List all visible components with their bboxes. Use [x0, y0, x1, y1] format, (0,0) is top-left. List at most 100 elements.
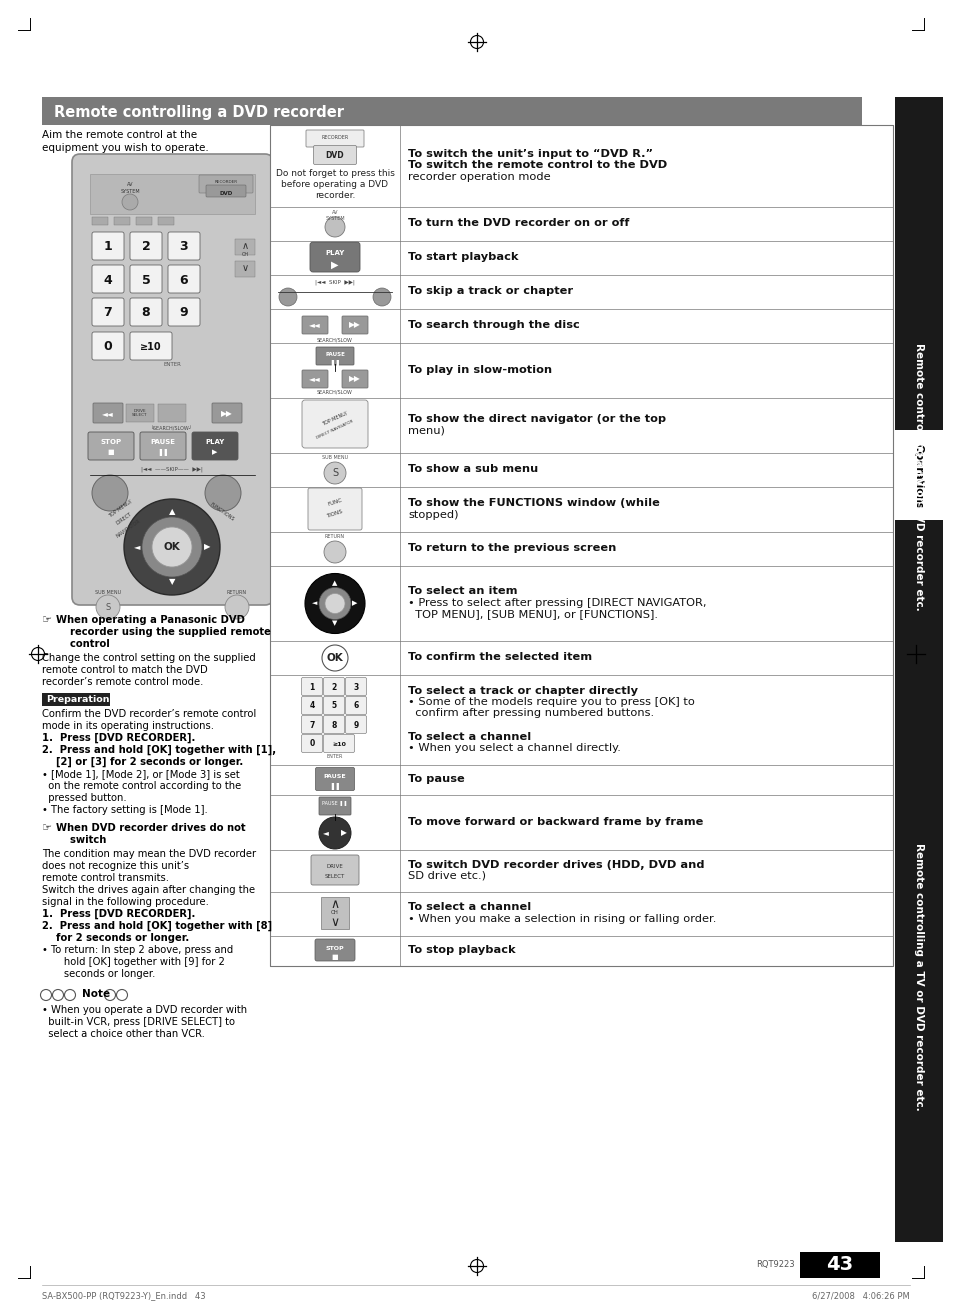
Bar — [126, 404, 153, 422]
Bar — [800, 1252, 879, 1278]
FancyBboxPatch shape — [192, 432, 237, 460]
Circle shape — [318, 587, 351, 620]
Text: built-in VCR, press [DRIVE SELECT] to: built-in VCR, press [DRIVE SELECT] to — [42, 1018, 234, 1027]
Text: SA-BX500-PP (RQT9223-Y)_En.indd   43: SA-BX500-PP (RQT9223-Y)_En.indd 43 — [42, 1291, 206, 1300]
FancyBboxPatch shape — [323, 715, 344, 734]
Text: STOP: STOP — [100, 439, 121, 445]
Text: recorder.: recorder. — [314, 191, 355, 200]
Text: 2.  Press and hold [OK] together with [1],: 2. Press and hold [OK] together with [1]… — [42, 746, 275, 755]
Text: Aim the remote control at the: Aim the remote control at the — [42, 129, 197, 140]
Text: ◄◄: ◄◄ — [309, 374, 320, 383]
Text: S: S — [105, 603, 111, 612]
Text: equipment you wish to operate.: equipment you wish to operate. — [42, 143, 209, 153]
Text: ◄◄: ◄◄ — [102, 409, 113, 419]
Text: ☞: ☞ — [42, 615, 52, 625]
Text: PLAY: PLAY — [325, 250, 344, 256]
Text: Remote controlling a TV or DVD recorder etc.: Remote controlling a TV or DVD recorder … — [913, 844, 923, 1110]
Circle shape — [322, 645, 348, 671]
Text: pressed button.: pressed button. — [42, 793, 127, 803]
Circle shape — [122, 194, 138, 211]
Text: 9: 9 — [353, 721, 358, 730]
Text: ▼: ▼ — [332, 620, 337, 627]
Text: remote control transmits.: remote control transmits. — [42, 872, 169, 883]
Text: └SEARCH/SLOW┘: └SEARCH/SLOW┘ — [151, 426, 193, 432]
Text: • When you select a channel directly.: • When you select a channel directly. — [408, 743, 620, 753]
Text: hold [OK] together with [9] for 2: hold [OK] together with [9] for 2 — [42, 957, 225, 967]
Text: To play in slow-motion: To play in slow-motion — [408, 365, 552, 375]
Circle shape — [305, 573, 365, 633]
Text: • When you make a selection in rising or falling order.: • When you make a selection in rising or… — [408, 914, 716, 923]
Text: PAUSE: PAUSE — [325, 352, 345, 357]
Text: ◄◄: ◄◄ — [309, 320, 320, 330]
Text: • The factory setting is [Mode 1].: • The factory setting is [Mode 1]. — [42, 804, 208, 815]
FancyBboxPatch shape — [91, 232, 124, 260]
FancyBboxPatch shape — [323, 678, 344, 696]
Text: ▶: ▶ — [213, 449, 217, 455]
Text: To switch DVD recorder drives (HDD, DVD and: To switch DVD recorder drives (HDD, DVD … — [408, 859, 703, 870]
Text: 5: 5 — [141, 273, 151, 286]
Text: CH: CH — [241, 251, 249, 256]
Text: TIONS: TIONS — [326, 509, 343, 519]
Text: PAUSE ❚❚: PAUSE ❚❚ — [322, 800, 348, 806]
Text: To show a sub menu: To show a sub menu — [408, 464, 537, 475]
FancyBboxPatch shape — [140, 432, 186, 460]
Circle shape — [324, 542, 346, 562]
Text: To turn the DVD recorder on or off: To turn the DVD recorder on or off — [408, 218, 629, 229]
Circle shape — [225, 595, 249, 619]
Text: 43: 43 — [825, 1256, 853, 1274]
Text: To select a channel: To select a channel — [408, 903, 531, 913]
Text: 1.  Press [DVD RECORDER].: 1. Press [DVD RECORDER]. — [42, 732, 195, 743]
Text: • When you operate a DVD recorder with: • When you operate a DVD recorder with — [42, 1005, 247, 1015]
Text: signal in the following procedure.: signal in the following procedure. — [42, 897, 209, 906]
Text: To select a channel: To select a channel — [408, 731, 531, 742]
Text: confirm after pressing numbered buttons.: confirm after pressing numbered buttons. — [408, 709, 654, 718]
Text: To pause: To pause — [408, 774, 464, 785]
Text: |◄◄  SKIP  ▶▶|: |◄◄ SKIP ▶▶| — [314, 279, 355, 285]
Text: ▲: ▲ — [169, 508, 175, 517]
Text: ≥10: ≥10 — [140, 341, 162, 352]
Text: ▶▶: ▶▶ — [349, 320, 360, 330]
Text: ◄: ◄ — [133, 543, 140, 552]
Text: SEARCH/SLOW: SEARCH/SLOW — [316, 337, 353, 341]
Bar — [136, 217, 152, 225]
Circle shape — [142, 517, 202, 577]
Text: 6/27/2008   4:06:26 PM: 6/27/2008 4:06:26 PM — [811, 1291, 909, 1300]
FancyBboxPatch shape — [168, 298, 200, 326]
Text: Remote controlling a DVD recorder: Remote controlling a DVD recorder — [54, 105, 344, 119]
Bar — [234, 262, 254, 277]
Text: 8: 8 — [142, 306, 151, 319]
Text: PAUSE: PAUSE — [323, 773, 346, 778]
Text: AV: AV — [332, 211, 338, 215]
Text: RETURN: RETURN — [325, 534, 345, 539]
Text: for 2 seconds or longer.: for 2 seconds or longer. — [42, 933, 189, 943]
Text: RECORDER: RECORDER — [214, 181, 237, 184]
Text: To return to the previous screen: To return to the previous screen — [408, 543, 616, 553]
FancyBboxPatch shape — [306, 129, 364, 146]
Text: control: control — [56, 640, 110, 649]
Bar — [42, 693, 110, 706]
Text: 3: 3 — [179, 241, 188, 254]
Text: ❚❚: ❚❚ — [329, 360, 340, 368]
Text: To skip a track or chapter: To skip a track or chapter — [408, 286, 573, 296]
Text: 7: 7 — [104, 306, 112, 319]
Text: ◄: ◄ — [312, 600, 317, 607]
Bar — [113, 217, 130, 225]
Text: DVD: DVD — [325, 150, 344, 160]
Text: mode in its operating instructions.: mode in its operating instructions. — [42, 721, 213, 731]
Text: 3: 3 — [353, 683, 358, 692]
Text: When DVD recorder drives do not: When DVD recorder drives do not — [56, 823, 245, 833]
Text: OK: OK — [164, 542, 180, 552]
Text: SD drive etc.): SD drive etc.) — [408, 871, 485, 882]
Text: remote control to match the DVD: remote control to match the DVD — [42, 664, 208, 675]
Circle shape — [324, 462, 346, 484]
Text: |◄◄  ——SKIP——  ▶▶|: |◄◄ ——SKIP—— ▶▶| — [141, 466, 203, 471]
Text: menu): menu) — [408, 425, 444, 436]
Text: select a choice other than VCR.: select a choice other than VCR. — [42, 1029, 205, 1039]
Text: 2: 2 — [141, 241, 151, 254]
Text: on the remote control according to the: on the remote control according to the — [42, 781, 241, 791]
Text: does not recognize this unit’s: does not recognize this unit’s — [42, 861, 189, 871]
Text: ❚❚: ❚❚ — [157, 449, 169, 455]
Text: When operating a Panasonic DVD: When operating a Panasonic DVD — [56, 615, 245, 625]
Text: RECORDER: RECORDER — [321, 135, 348, 140]
FancyBboxPatch shape — [91, 332, 124, 360]
